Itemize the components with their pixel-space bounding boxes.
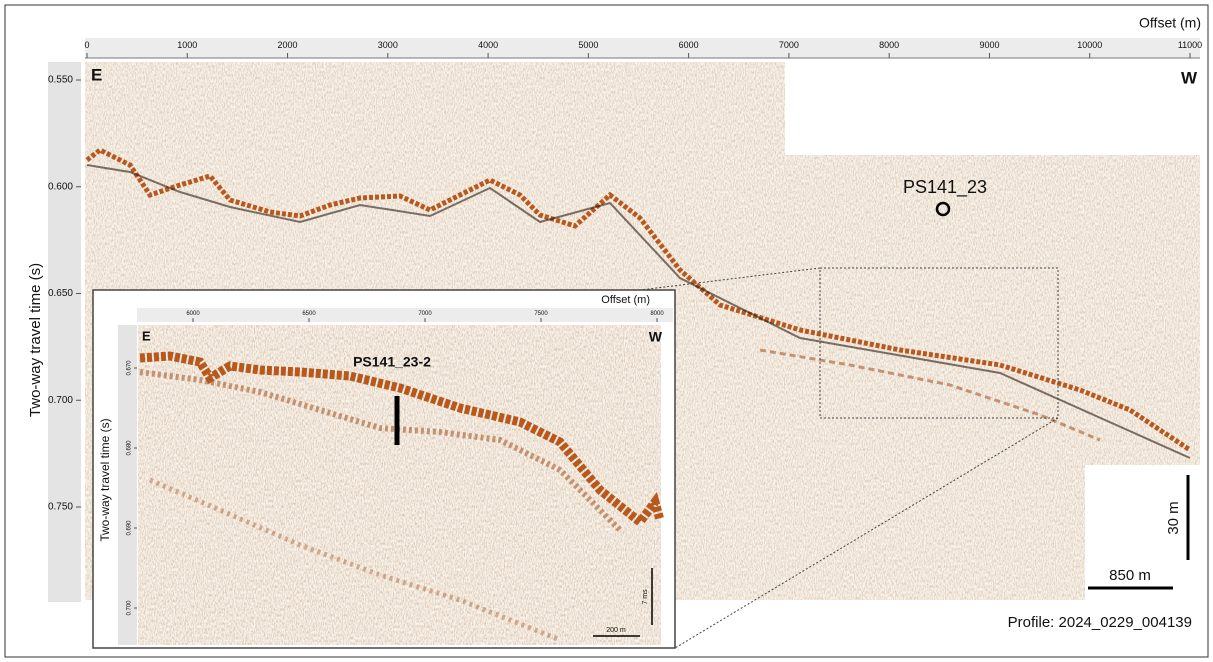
x-ruler	[85, 38, 1200, 58]
x-tick-label: 11000	[1178, 40, 1202, 50]
corner-label: E	[142, 328, 151, 343]
corner-label: W	[649, 329, 663, 345]
corner-label: E	[91, 65, 102, 84]
zoom-box	[819, 267, 1059, 419]
noise	[138, 325, 661, 645]
x-tick-label: 10000	[1077, 40, 1102, 50]
scale-label: 200 m	[606, 627, 626, 634]
sub-reflector	[139, 369, 623, 533]
inset-y-ruler	[118, 325, 137, 645]
reflector-shadow	[86, 164, 1191, 459]
y-axis-label: Two-way travel time (s)	[27, 263, 44, 417]
x-tick-label: 7000	[779, 40, 799, 50]
seafloor-reflector	[139, 351, 665, 529]
y-tick-label: 0.690	[127, 520, 133, 536]
x-tick-label: 4000	[478, 40, 498, 50]
x-tick-label: 9000	[979, 40, 999, 50]
inset-x-axis-label: Offset (m)	[601, 294, 650, 306]
scale-label: 7 ms	[642, 589, 649, 605]
x-tick-label: 6000	[679, 40, 699, 50]
x-tick-label: 3000	[378, 40, 398, 50]
x-tick-label: 8000	[650, 311, 664, 317]
inset-x-ruler	[137, 308, 673, 322]
x-tick-label: 8000	[879, 40, 899, 50]
x-tick-label: 6500	[302, 311, 316, 317]
station-label: PS141_23-2	[353, 354, 431, 370]
station-marker	[935, 201, 951, 217]
x-axis-label: Offset (m)	[1139, 15, 1201, 31]
corner-label: W	[1181, 68, 1198, 87]
x-tick-label: 1000	[177, 40, 197, 50]
zoom-line	[674, 417, 1059, 649]
seafloor-reflector	[85, 147, 1192, 453]
station-label: PS141_23	[903, 177, 987, 198]
frame	[4, 4, 1209, 658]
x-tick-label: 0	[84, 40, 89, 50]
y-tick-label: 0.750	[48, 502, 73, 513]
y-tick-label: 0.700	[127, 600, 133, 616]
x-tick-label: 5000	[578, 40, 598, 50]
profile-label: Profile: 2024_0229_004139	[1008, 614, 1192, 631]
scale-label: 850 m	[1109, 567, 1151, 584]
y-tick-label: 0.680	[127, 440, 133, 456]
x-tick-label: 7500	[534, 311, 548, 317]
x-tick-label: 2000	[278, 40, 298, 50]
x-tick-label: 7000	[418, 311, 432, 317]
y-tick-label: 0.650	[48, 288, 73, 299]
inset-y-axis-label: Two-way travel time (s)	[98, 418, 112, 541]
scale-label: 30 m	[1165, 501, 1182, 534]
y-tick-label: 0.700	[48, 395, 73, 406]
y-tick-label: 0.550	[48, 75, 73, 86]
y-tick-label: 0.670	[127, 360, 133, 376]
y-tick-label: 0.600	[48, 181, 73, 192]
deep-reflector	[149, 477, 561, 643]
x-tick-label: 6000	[186, 311, 200, 317]
inset-image	[138, 325, 665, 645]
y-ruler	[48, 62, 81, 602]
